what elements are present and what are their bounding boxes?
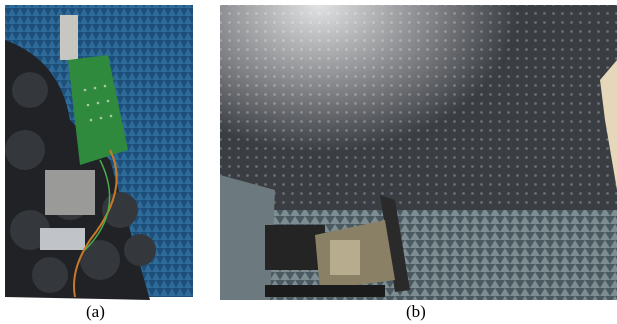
photos — [0, 0, 617, 300]
figure: (a) (b) — [0, 0, 617, 324]
photo-a — [5, 5, 193, 300]
photo-b — [220, 5, 617, 300]
caption-b: (b) — [406, 302, 426, 322]
caption-a: (a) — [86, 302, 105, 322]
